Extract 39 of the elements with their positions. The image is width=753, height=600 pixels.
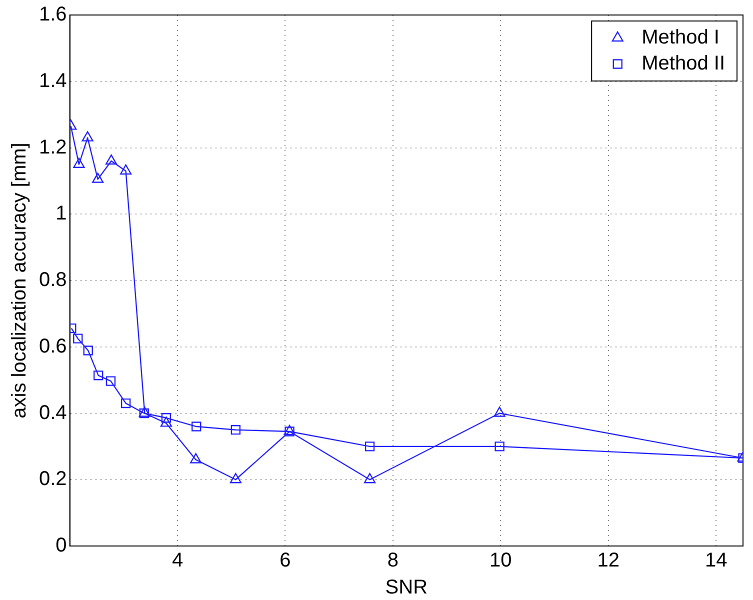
point (190, 453, 202, 464)
y-tick-label: 1 (56, 202, 67, 225)
point (192, 422, 202, 432)
x-tick-label: 6 (280, 550, 291, 572)
x-tick-label: 8 (387, 550, 398, 572)
point (364, 442, 375, 452)
x-tick-label: 4 (172, 550, 184, 572)
point (230, 425, 241, 435)
point (230, 473, 242, 484)
point (82, 131, 94, 142)
y-tick-label: 0.2 (38, 468, 67, 490)
y-tick-label: 0.6 (38, 335, 67, 358)
point (120, 164, 132, 175)
legend-label: Method II (642, 52, 726, 75)
y-tick-label: 0.4 (38, 402, 67, 424)
y-tick-label: 0 (56, 534, 67, 557)
point (105, 154, 118, 165)
x-tick-label: 14 (704, 550, 728, 572)
x-tick-label: 12 (597, 550, 620, 572)
point (494, 406, 506, 417)
point (73, 158, 85, 168)
point (73, 334, 83, 344)
point (92, 172, 104, 183)
y-tick-label: 1.4 (38, 70, 67, 92)
legend-label: Method I (642, 26, 720, 49)
point (160, 416, 172, 427)
y-axis-title: axis localization accuracy [mm] (8, 142, 31, 418)
point (94, 370, 104, 380)
point (494, 442, 504, 452)
point (83, 346, 93, 356)
y-tick-label: 1.6 (38, 4, 67, 26)
y-tick-label: 1.2 (38, 136, 67, 158)
x-axis-title: SNR (385, 576, 428, 599)
y-tick-label: 0.8 (38, 269, 67, 292)
point (161, 413, 172, 423)
point (120, 398, 131, 408)
x-tick-label: 10 (490, 550, 512, 572)
point (106, 376, 116, 386)
point (364, 473, 376, 484)
